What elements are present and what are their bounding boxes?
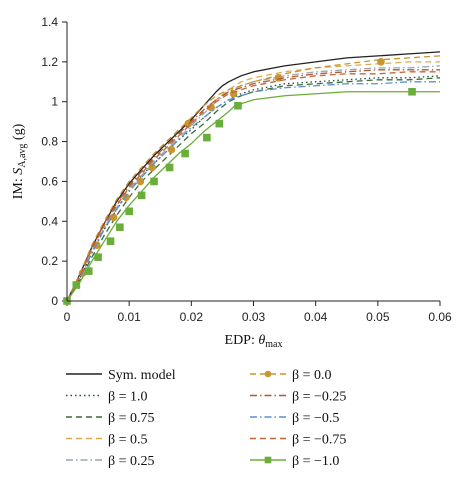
legend-label-7: β = −0.5 (292, 411, 339, 426)
series-marker-9 (84, 267, 93, 275)
y-axis-title: IM: SA,avg (g) (11, 123, 28, 199)
x-tick-label: 0.06 (428, 310, 452, 324)
series-marker-5 (167, 145, 176, 154)
x-axis-title-subscript: max (265, 339, 282, 350)
series-marker-5 (148, 163, 156, 172)
series-marker-9 (408, 87, 416, 96)
y-axis-title-unit: (g) (11, 123, 26, 143)
series-marker-9 (234, 101, 242, 110)
series-line-8 (66, 71, 440, 302)
series-marker-9 (137, 191, 146, 200)
series-line-4 (66, 65, 441, 302)
x-tick-label: 0.04 (304, 310, 328, 324)
x-axis-title: EDP: θmax (225, 333, 283, 350)
legend-label-4: β = 0.25 (108, 454, 155, 469)
y-tick-label: 0.8 (41, 135, 58, 149)
legend-label-5: β = 0.0 (292, 368, 332, 383)
legend-label-0: Sym. model (108, 368, 176, 383)
plot-series (63, 51, 441, 305)
series-marker-9 (203, 133, 211, 142)
series-marker-9 (165, 163, 174, 172)
legend-label-1: β = 1.0 (108, 390, 148, 405)
x-tick-label: 0.02 (180, 310, 204, 324)
axis-ticks: 0 0.01 0.02 0.03 0.04 0.05 0.06 0 0.2 0.4 0.6 0.8 1 1… (41, 15, 452, 324)
legend-label-8: β = −0.75 (292, 433, 346, 448)
y-axis-title-subscript: A,avg (17, 144, 28, 168)
legend-marker-5 (264, 370, 272, 378)
y-tick-label: 1.4 (41, 15, 58, 29)
series-line-9 (66, 91, 440, 302)
legend-label-2: β = 0.75 (108, 411, 155, 426)
legend-label-6: β = −0.25 (292, 390, 346, 405)
series-line-5 (66, 55, 441, 302)
series-marker-9 (150, 177, 158, 186)
series-marker-9 (116, 223, 124, 232)
legend-label-9: β = −1.0 (292, 454, 339, 469)
series-marker-5 (136, 177, 145, 186)
legend-marker-9 (264, 456, 272, 464)
y-tick-label: 0 (51, 294, 58, 308)
series-marker-5 (109, 213, 118, 222)
series-marker-9 (72, 281, 81, 289)
y-tick-label: 0.4 (41, 214, 58, 228)
axes: EDP: θmax IM: SA,avg (g) (11, 22, 440, 350)
y-tick-label: 1.2 (41, 55, 58, 69)
x-axis-title-prefix: EDP: (225, 333, 259, 348)
x-axis-title-symbol: θ (258, 333, 265, 348)
series-line-7 (66, 81, 440, 302)
series-marker-9 (106, 237, 115, 246)
x-tick-label: 0 (64, 310, 71, 324)
series-marker-9 (181, 149, 189, 158)
y-tick-label: 0.2 (41, 254, 58, 268)
series-marker-9 (215, 119, 224, 128)
series-marker-5 (377, 58, 385, 66)
series-marker-9 (125, 207, 133, 216)
y-axis-title-symbol: S (11, 168, 26, 175)
legend-label-3: β = 0.5 (108, 433, 148, 448)
x-tick-label: 0.03 (242, 310, 266, 324)
series-line-3 (66, 61, 440, 302)
series-line-2 (66, 77, 441, 302)
y-tick-label: 0.6 (41, 174, 58, 188)
x-tick-label: 0.05 (366, 310, 390, 324)
series-marker-9 (94, 253, 102, 261)
legend: Sym. model β = 1.0 β = 0.75 β = 0.5 β = 0.25… (66, 368, 346, 469)
y-tick-label: 1 (51, 95, 58, 109)
series-line-1 (66, 75, 441, 302)
series-line-6 (66, 69, 440, 302)
x-tick-label: 0.01 (117, 310, 141, 324)
y-axis-title-prefix: IM: (11, 175, 26, 200)
